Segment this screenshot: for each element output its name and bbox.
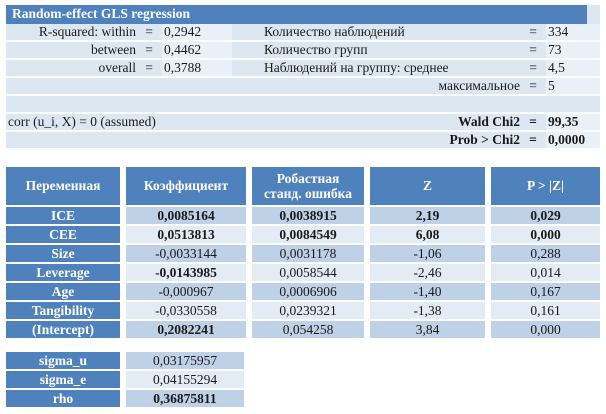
std-error-cell: 0,0239321 bbox=[252, 302, 364, 319]
z-cell: 6,08 bbox=[370, 226, 485, 243]
coefficient-cell: -0,0033144 bbox=[126, 245, 246, 262]
std-error-cell: 0,0084549 bbox=[252, 226, 364, 243]
variable-name-cell: (Intercept) bbox=[6, 321, 120, 338]
stat-value: 334 bbox=[546, 24, 600, 40]
z-cell: -1,06 bbox=[370, 245, 485, 262]
wald-chi2-row: Wald Chi2 = 99,35 bbox=[260, 114, 600, 132]
panel-left-column: R-squared: within = 0,2942 between = 0,4… bbox=[6, 24, 260, 150]
stat-label: overall bbox=[98, 60, 136, 75]
stat-value: 73 bbox=[546, 42, 600, 58]
rsquared-overall-row: overall = 0,3788 bbox=[6, 60, 260, 78]
corr-note: corr (u_i, X) = 0 (assumed) bbox=[8, 114, 156, 129]
coefficient-table: Переменная Коэффициент Робастная станд. … bbox=[6, 167, 600, 338]
stat-label: максимальное bbox=[438, 78, 520, 93]
equals-sign: = bbox=[529, 42, 537, 57]
column-header-coefficient: Коэффициент bbox=[126, 167, 246, 205]
coefficient-cell: 0,0513813 bbox=[126, 226, 246, 243]
rho-label: rho bbox=[6, 390, 120, 407]
stat-value: 99,35 bbox=[546, 114, 600, 130]
std-error-cell: 0,0058544 bbox=[252, 264, 364, 281]
std-error-cell: 0,0031178 bbox=[252, 245, 364, 262]
spacer-row bbox=[6, 132, 260, 150]
prob-chi2-row: Prob > Chi2 = 0,0000 bbox=[260, 132, 600, 150]
sigma-e-value: 0,04155294 bbox=[126, 371, 244, 388]
column-header-variable: Переменная bbox=[6, 167, 120, 205]
coefficient-cell: -0,0143985 bbox=[126, 264, 246, 281]
stat-label: Prob > Chi2 bbox=[449, 132, 520, 147]
variable-name-cell: Tangibility bbox=[6, 302, 120, 319]
obs-per-group-max-row: максимальное = 5 bbox=[260, 78, 600, 96]
p-cell: 0,288 bbox=[491, 245, 600, 262]
stat-value: 0,2942 bbox=[162, 24, 232, 40]
equals-sign: = bbox=[145, 60, 153, 75]
equals-sign: = bbox=[529, 114, 537, 129]
p-cell: 0,000 bbox=[491, 321, 600, 338]
sigma-table: sigma_u 0,03175957 sigma_e 0,04155294 rh… bbox=[6, 352, 600, 407]
equals-sign: = bbox=[145, 42, 153, 57]
rsquared-between-row: between = 0,4462 bbox=[6, 42, 260, 60]
obs-per-group-avg-row: Наблюдений на группу: среднее = 4,5 bbox=[260, 60, 600, 78]
group-count-row: Количество групп = 73 bbox=[260, 42, 600, 60]
std-error-cell: 0,054258 bbox=[252, 321, 364, 338]
stat-value: 0,0000 bbox=[546, 132, 600, 148]
variable-name-cell: Leverage bbox=[6, 264, 120, 281]
equals-sign: = bbox=[529, 60, 537, 75]
stat-value: 4,5 bbox=[546, 60, 600, 76]
stat-label: R-squared: within bbox=[38, 24, 136, 39]
sigma-u-value: 0,03175957 bbox=[126, 352, 244, 369]
stat-value: 0,4462 bbox=[162, 42, 232, 58]
variable-name-cell: CEE bbox=[6, 226, 120, 243]
equals-sign: = bbox=[529, 132, 537, 147]
variable-name-cell: Size bbox=[6, 245, 120, 262]
sigma-e-label: sigma_e bbox=[6, 371, 120, 388]
coefficient-cell: 0,2082241 bbox=[126, 321, 246, 338]
stat-label: Наблюдений на группу: среднее bbox=[264, 60, 449, 75]
rsquared-within-row: R-squared: within = 0,2942 bbox=[6, 24, 260, 42]
panel-body: R-squared: within = 0,2942 between = 0,4… bbox=[6, 24, 600, 150]
panel-right-column: Количество наблюдений = 334 Количество г… bbox=[260, 24, 600, 150]
coefficient-cell: 0,0085164 bbox=[126, 207, 246, 224]
sigma-u-label: sigma_u bbox=[6, 352, 120, 369]
p-cell: 0,029 bbox=[491, 207, 600, 224]
column-header-z: Z bbox=[370, 167, 485, 205]
obs-count-row: Количество наблюдений = 334 bbox=[260, 24, 600, 42]
coefficient-cell: -0,000967 bbox=[126, 283, 246, 300]
z-cell: 3,84 bbox=[370, 321, 485, 338]
column-header-p: P > |Z| bbox=[491, 167, 600, 205]
spacer-row bbox=[6, 78, 260, 96]
variable-name-cell: Age bbox=[6, 283, 120, 300]
panel-title: Random-effect GLS regression bbox=[6, 5, 587, 24]
stat-value: 5 bbox=[546, 78, 600, 94]
equals-sign: = bbox=[145, 24, 153, 39]
z-cell: -1,40 bbox=[370, 283, 485, 300]
equals-sign: = bbox=[529, 78, 537, 93]
stat-label: between bbox=[91, 42, 136, 57]
variable-name-cell: ICE bbox=[6, 207, 120, 224]
p-cell: 0,000 bbox=[491, 226, 600, 243]
p-cell: 0,161 bbox=[491, 302, 600, 319]
z-cell: -1,38 bbox=[370, 302, 485, 319]
z-cell: 2,19 bbox=[370, 207, 485, 224]
spacer-row bbox=[260, 96, 600, 114]
stat-value: 0,3788 bbox=[162, 60, 232, 76]
rho-value: 0,36875811 bbox=[126, 390, 244, 407]
equals-sign: = bbox=[529, 24, 537, 39]
p-cell: 0,014 bbox=[491, 264, 600, 281]
summary-panel: Random-effect GLS regression R-squared: … bbox=[6, 5, 600, 150]
std-error-cell: 0,0038915 bbox=[252, 207, 364, 224]
z-cell: -2,46 bbox=[370, 264, 485, 281]
p-cell: 0,167 bbox=[491, 283, 600, 300]
stat-label: Количество групп bbox=[264, 42, 368, 57]
coefficient-cell: -0,0330558 bbox=[126, 302, 246, 319]
spacer-row bbox=[6, 96, 260, 114]
corr-assumption-row: corr (u_i, X) = 0 (assumed) bbox=[6, 114, 260, 132]
stat-label: Количество наблюдений bbox=[264, 24, 405, 39]
stat-label: Wald Chi2 bbox=[458, 114, 520, 129]
std-error-cell: 0,0006906 bbox=[252, 283, 364, 300]
column-header-std-error: Робастная станд. ошибка bbox=[252, 167, 364, 205]
